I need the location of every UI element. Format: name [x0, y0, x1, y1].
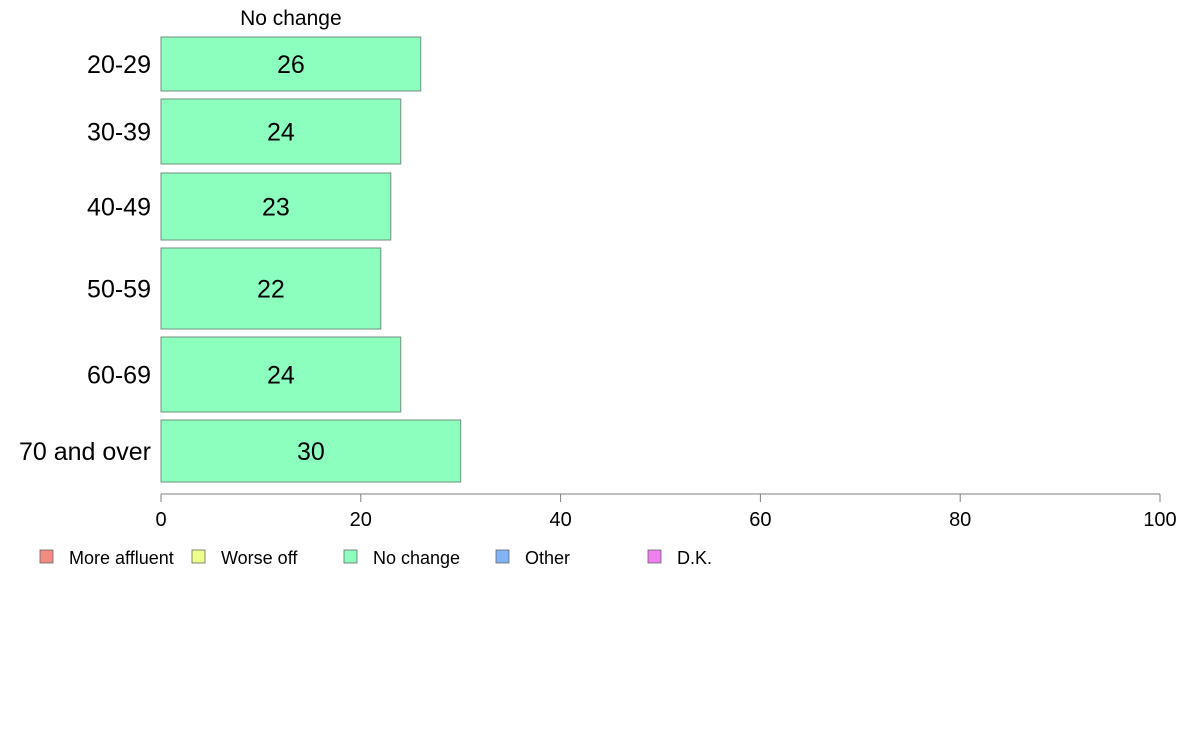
legend-swatch: [39, 549, 54, 564]
legend: More affluent Worse off No change Other D.K.: [39, 548, 712, 568]
x-tick-label: 60: [749, 509, 771, 531]
legend-label: Other: [525, 548, 570, 568]
bar-20-29: [160, 36, 422, 92]
bar-30-39: [160, 98, 402, 165]
bars-group: 26 24 23 22 24 30: [160, 36, 462, 483]
legend-swatch: [495, 549, 510, 564]
value-label: 24: [267, 362, 295, 390]
series-title: No change: [240, 7, 342, 30]
value-label: 30: [297, 438, 325, 466]
x-tick-label: 80: [949, 509, 971, 531]
category-label: 30-39: [87, 119, 151, 147]
legend-label: Worse off: [221, 548, 298, 568]
category-labels: 20-29 30-39 40-49 50-59 60-69 70 and over: [19, 51, 151, 466]
category-label: 40-49: [87, 194, 151, 222]
bar-40-49: [160, 172, 392, 241]
bar-50-59: [160, 247, 382, 330]
category-label: 20-29: [87, 51, 151, 79]
legend-label: No change: [373, 548, 460, 568]
x-tick-label: 20: [350, 509, 372, 531]
category-label: 50-59: [87, 276, 151, 304]
value-label: 22: [257, 276, 285, 304]
category-label: 60-69: [87, 362, 151, 390]
x-axis: 0 20 40 60 80 100: [155, 493, 1177, 531]
x-tick-label: 100: [1143, 509, 1176, 531]
legend-label: More affluent: [69, 548, 174, 568]
legend-swatch: [191, 549, 206, 564]
category-label: 70 and over: [19, 438, 151, 466]
value-label: 23: [262, 194, 290, 222]
legend-label: D.K.: [677, 548, 712, 568]
x-tick-label: 40: [549, 509, 571, 531]
bar-70-and-over: [160, 419, 462, 483]
value-label: 26: [277, 51, 305, 79]
bar-60-69: [160, 336, 402, 413]
legend-swatch: [647, 549, 662, 564]
value-label: 24: [267, 119, 295, 147]
legend-swatch: [343, 549, 358, 564]
x-tick-label: 0: [155, 509, 166, 531]
